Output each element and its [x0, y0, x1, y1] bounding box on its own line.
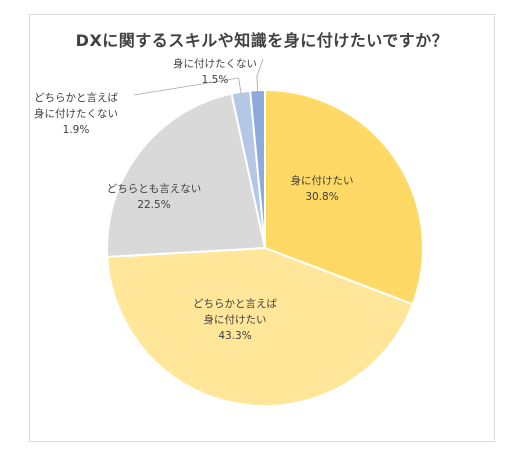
- leader-line-3: [133, 77, 242, 96]
- chart-area: DXに関するスキルや知識を身に付けたいですか？ 身に付けたい 30.8% どちらかと…: [29, 14, 495, 442]
- slice-label-4: 身に付けたくない 1.5%: [173, 57, 257, 86]
- slice-label-1: どちらかと言えば身に付けたい 43.3%: [193, 297, 277, 342]
- pie-chart: 身に付けたい 30.8% どちらかと言えば身に付けたい 43.3% どちらとも言えない 2…: [34, 57, 424, 407]
- chart-title: DXに関するスキルや知識を身に付けたいですか？: [75, 31, 449, 50]
- pie-slice-2: [106, 92, 267, 258]
- slice-label-2: どちらとも言えない 22.5%: [107, 182, 202, 211]
- slice-label-3: どちらかと言えば身に付けたくない 1.9%: [34, 91, 118, 136]
- slice-label-0: 身に付けたい 30.8%: [291, 174, 354, 203]
- pie-slice-0: [264, 88, 424, 306]
- leader-line-4: [256, 58, 264, 93]
- pie-slice-1: [106, 246, 414, 407]
